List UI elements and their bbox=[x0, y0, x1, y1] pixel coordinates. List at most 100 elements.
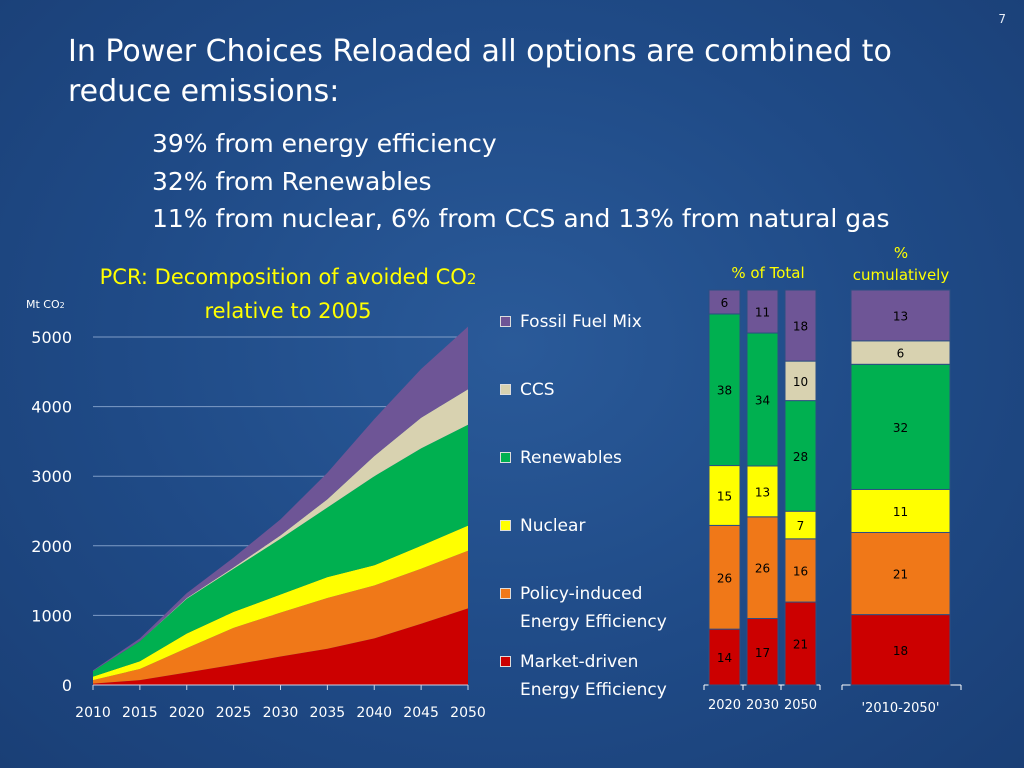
bar-segment-policy-induced-energy-efficiency bbox=[850, 531, 951, 616]
area-chart-title-line2: relative to 2005 bbox=[204, 299, 372, 323]
bar-value-label: 17 bbox=[755, 646, 770, 660]
legend-label-line: Market-driven bbox=[520, 652, 639, 672]
area-series-fossil-fuel-mix bbox=[93, 326, 468, 672]
legend-label-line: Energy Efficiency bbox=[520, 612, 667, 632]
bar-value-label: 11 bbox=[893, 505, 908, 519]
bar-value-label: 18 bbox=[893, 644, 908, 658]
bar-value-label: 7 bbox=[797, 519, 805, 533]
bar-segment-fossil-fuel-mix bbox=[746, 289, 779, 334]
percent-cumulatively-label: % cumulatively bbox=[852, 244, 950, 284]
percent-of-total-label: % of Total bbox=[731, 264, 805, 282]
legend-label-line: CCS bbox=[520, 380, 555, 400]
slide-title: In Power Choices Reloaded all options ar… bbox=[68, 34, 892, 109]
legend-label-line: Energy Efficiency bbox=[520, 680, 667, 700]
bar-category-label: 2020 bbox=[708, 698, 741, 713]
legend-label: Renewables bbox=[520, 444, 622, 472]
y-tick-label: 4000 bbox=[31, 398, 72, 417]
area-series-renewables bbox=[93, 424, 468, 677]
legend-label: Market-driven Energy Efficiency bbox=[520, 648, 667, 704]
bar-category-label: 2050 bbox=[784, 698, 817, 713]
x-tick-label: 2045 bbox=[403, 705, 439, 721]
area-chart-title: PCR: Decomposition of avoided CO2 relati… bbox=[78, 261, 498, 327]
bar-category-label: 2030 bbox=[746, 698, 779, 713]
subtitle-line-efficiency: 39% from energy efficiency bbox=[152, 129, 497, 158]
bar-value-label: 15 bbox=[717, 489, 732, 503]
area-series-policy-induced-energy-efficiency bbox=[93, 550, 468, 684]
legend-label-line: Fossil Fuel Mix bbox=[520, 312, 642, 332]
bar-value-label: 10 bbox=[793, 375, 808, 389]
legend-label: Nuclear bbox=[520, 512, 585, 540]
legend-swatch bbox=[500, 452, 511, 463]
bar-segment-market-driven-energy-efficiency bbox=[784, 601, 817, 686]
x-tick-label: 2025 bbox=[216, 705, 252, 721]
bar-segment-nuclear bbox=[784, 510, 817, 540]
x-tick-label: 2015 bbox=[122, 705, 158, 721]
legend-swatch bbox=[500, 588, 511, 599]
area-series-ccs bbox=[93, 389, 468, 672]
legend-label-line: Policy-induced bbox=[520, 584, 643, 604]
bar-value-label: 6 bbox=[897, 347, 905, 361]
y-tick-label: 1000 bbox=[31, 606, 72, 625]
bar-segment-renewables bbox=[708, 313, 741, 467]
bar-segment-ccs bbox=[784, 360, 817, 402]
bar-value-label: 18 bbox=[793, 320, 808, 334]
area-series-market-driven-energy-efficiency bbox=[93, 608, 468, 685]
bar-segment-renewables bbox=[784, 400, 817, 512]
bar-value-label: 13 bbox=[755, 485, 770, 499]
y-axis-label-subscript: 2 bbox=[60, 301, 65, 310]
legend-swatch bbox=[500, 520, 511, 531]
legend-swatch bbox=[500, 656, 511, 667]
x-tick-label: 2020 bbox=[169, 705, 205, 721]
bar-segment-market-driven-energy-efficiency bbox=[708, 628, 741, 686]
page-number: 7 bbox=[998, 12, 1006, 26]
legend-label: CCS bbox=[520, 376, 555, 404]
y-axis-label: Mt CO2 bbox=[26, 298, 65, 311]
y-tick-label: 3000 bbox=[31, 467, 72, 486]
bar-segment-policy-induced-energy-efficiency bbox=[746, 516, 779, 620]
bar-value-label: 34 bbox=[755, 394, 770, 408]
bar-segment-market-driven-energy-efficiency bbox=[850, 614, 951, 686]
bar-value-label: 38 bbox=[717, 384, 732, 398]
bar-value-label: 32 bbox=[893, 421, 908, 435]
bar-value-label: 6 bbox=[721, 296, 729, 310]
bar-category-label: '2010-2050' bbox=[861, 701, 939, 716]
bar-value-label: 14 bbox=[717, 651, 732, 665]
y-tick-label: 0 bbox=[62, 676, 72, 695]
bar-segment-policy-induced-energy-efficiency bbox=[708, 524, 741, 630]
legend-swatch bbox=[500, 384, 511, 395]
bar-value-label: 26 bbox=[717, 571, 732, 585]
y-tick-label: 2000 bbox=[31, 537, 72, 556]
subtitle-line-nuclear-ccs-gas: 11% from nuclear, 6% from CCS and 13% fr… bbox=[152, 204, 890, 233]
subtitle-line-renewables: 32% from Renewables bbox=[152, 167, 432, 196]
bar-segment-fossil-fuel-mix bbox=[850, 289, 951, 342]
legend-label: Fossil Fuel Mix bbox=[520, 308, 642, 336]
bar-segment-renewables bbox=[850, 363, 951, 490]
area-chart-title-subscript: 2 bbox=[466, 270, 477, 288]
bar-value-label: 11 bbox=[755, 306, 770, 320]
legend-label: Policy-induced Energy Efficiency bbox=[520, 580, 667, 636]
bar-segment-fossil-fuel-mix bbox=[708, 289, 741, 315]
y-tick-label: 5000 bbox=[31, 328, 72, 347]
bar-segment-nuclear bbox=[746, 465, 779, 518]
legend-swatch bbox=[500, 316, 511, 327]
x-tick-label: 2035 bbox=[310, 705, 346, 721]
area-chart-title-main: PCR: Decomposition of avoided CO bbox=[99, 265, 467, 289]
bar-value-label: 28 bbox=[793, 450, 808, 464]
bar-value-label: 26 bbox=[755, 562, 770, 576]
x-tick-label: 2030 bbox=[263, 705, 299, 721]
x-tick-label: 2050 bbox=[450, 705, 486, 721]
bar-segment-renewables bbox=[746, 332, 779, 467]
x-tick-label: 2010 bbox=[75, 705, 111, 721]
legend-label-line: Nuclear bbox=[520, 516, 586, 536]
area-series-nuclear bbox=[93, 525, 468, 681]
bar-segment-market-driven-energy-efficiency bbox=[746, 618, 779, 686]
x-tick-label: 2040 bbox=[356, 705, 392, 721]
bar-value-label: 21 bbox=[793, 638, 808, 652]
bar-value-label: 13 bbox=[893, 309, 908, 323]
bar-value-label: 21 bbox=[893, 568, 908, 582]
legend-label-line: Renewables bbox=[520, 448, 622, 468]
bar-value-label: 16 bbox=[793, 564, 808, 578]
bar-segment-fossil-fuel-mix bbox=[784, 289, 817, 362]
